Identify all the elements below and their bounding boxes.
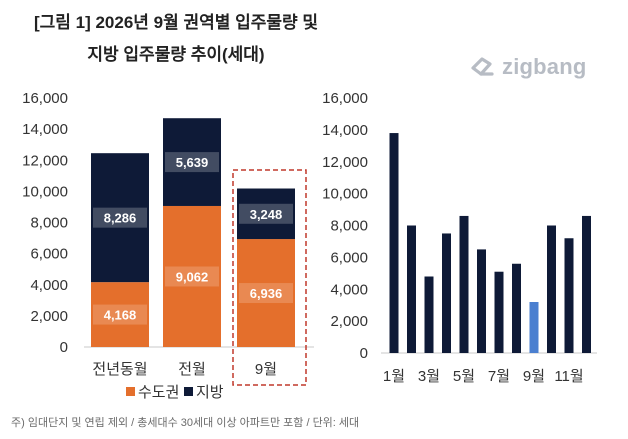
right-x-tick-label: 1월 bbox=[383, 368, 405, 385]
bar-month-highlight bbox=[529, 302, 539, 353]
right-x-tick-label: 9월 bbox=[523, 368, 545, 385]
data-label-bg bbox=[93, 207, 147, 228]
bar-region bbox=[163, 118, 221, 206]
highlight-box bbox=[232, 169, 307, 386]
right-y-tick-label: 12,000 bbox=[322, 154, 368, 171]
legend-label-capital: 수도권 bbox=[138, 384, 179, 401]
data-label-region: 3,248 bbox=[250, 207, 283, 222]
data-label-bg bbox=[165, 266, 219, 287]
bar-month bbox=[459, 215, 469, 353]
bar-month bbox=[389, 133, 399, 353]
zigbang-logo: zigbang bbox=[468, 53, 587, 81]
right-x-tick-label: 5월 bbox=[453, 368, 475, 385]
data-label-region: 8,286 bbox=[104, 211, 137, 226]
right-y-tick-label: 6,000 bbox=[330, 249, 368, 266]
left-x-tick-label: 9월 bbox=[255, 361, 277, 378]
chart-title-line2: 지방 입주물량 추이(세대) bbox=[87, 45, 265, 64]
data-label-capital: 6,936 bbox=[250, 286, 283, 301]
chart-title-line1: [그림 1] 2026년 9월 권역별 입주물량 및 bbox=[33, 13, 319, 32]
data-label-bg bbox=[239, 283, 293, 304]
bar-month bbox=[564, 238, 574, 353]
bar-region bbox=[237, 188, 295, 240]
left-y-tick-label: 4,000 bbox=[30, 277, 68, 294]
right-x-tick-label: 3월 bbox=[418, 368, 440, 385]
data-label-bg bbox=[165, 152, 219, 173]
legend-label-region: 지방 bbox=[196, 384, 224, 401]
bar-month bbox=[477, 249, 486, 353]
right-y-tick-label: 16,000 bbox=[322, 90, 368, 107]
bar-capital bbox=[163, 205, 221, 347]
bar-capital bbox=[237, 239, 295, 347]
legend-swatch-capital bbox=[126, 387, 135, 396]
bar-month bbox=[407, 225, 416, 353]
left-y-tick-label: 10,000 bbox=[22, 183, 68, 200]
left-y-tick-label: 0 bbox=[60, 339, 68, 356]
right-y-tick-label: 2,000 bbox=[330, 313, 368, 330]
data-label-capital: 4,168 bbox=[104, 308, 137, 323]
bar-month bbox=[424, 276, 434, 353]
left-x-tick-label: 전년동월 bbox=[92, 361, 147, 378]
left-y-tick-label: 14,000 bbox=[22, 121, 68, 138]
left-y-tick-label: 8,000 bbox=[30, 215, 68, 232]
right-x-tick-label: 7월 bbox=[488, 368, 510, 385]
data-label-bg bbox=[239, 203, 293, 224]
data-label-capital: 9,062 bbox=[176, 269, 209, 284]
bar-month bbox=[547, 225, 556, 353]
bar-region bbox=[91, 153, 149, 283]
right-y-tick-label: 14,000 bbox=[322, 122, 368, 139]
legend-swatch-region bbox=[184, 387, 193, 396]
zigbang-logo-icon bbox=[471, 57, 494, 76]
left-y-tick-label: 16,000 bbox=[22, 90, 68, 107]
bar-capital bbox=[91, 282, 149, 347]
footnote: 주) 임대단지 및 연립 제외 / 총세대수 30세대 이상 아파트만 포함 /… bbox=[11, 417, 360, 429]
left-y-tick-label: 6,000 bbox=[30, 246, 68, 263]
left-x-tick-label: 전월 bbox=[178, 361, 206, 378]
bar-month bbox=[582, 215, 591, 353]
bar-month bbox=[494, 271, 504, 353]
data-label-region: 5,639 bbox=[176, 155, 209, 170]
data-label-bg bbox=[93, 304, 147, 325]
left-y-tick-label: 12,000 bbox=[22, 152, 68, 169]
left-y-tick-label: 2,000 bbox=[30, 308, 68, 325]
right-y-tick-label: 0 bbox=[360, 345, 368, 362]
right-y-tick-label: 10,000 bbox=[322, 186, 368, 203]
right-x-tick-label: 11월 bbox=[554, 368, 583, 385]
bar-month bbox=[512, 263, 521, 353]
bar-month bbox=[442, 233, 451, 353]
brand-name: zigbang bbox=[502, 54, 587, 79]
right-y-tick-label: 4,000 bbox=[330, 281, 368, 298]
right-y-tick-label: 8,000 bbox=[330, 218, 368, 235]
